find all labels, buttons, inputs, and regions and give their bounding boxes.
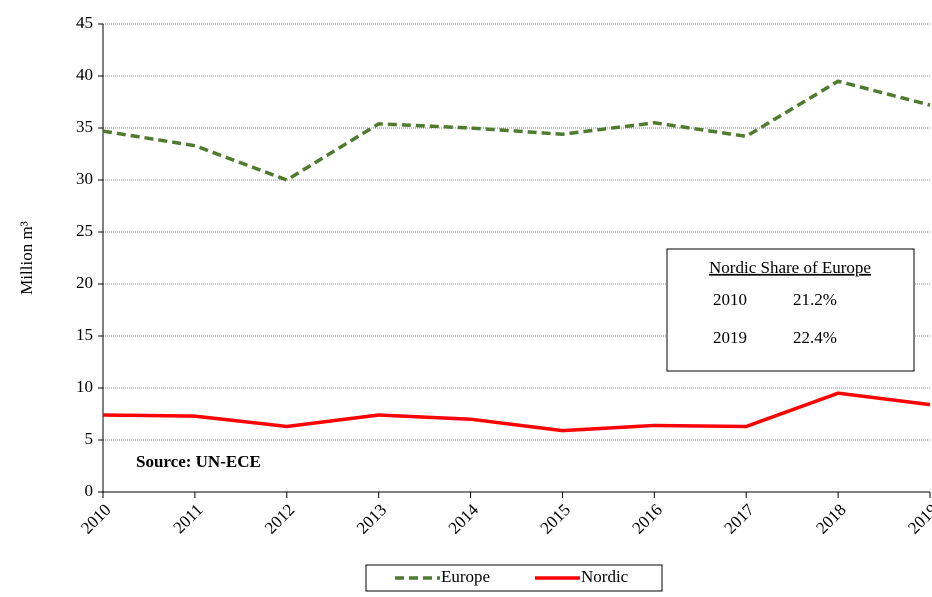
x-tick-label: 2019 bbox=[904, 500, 932, 537]
x-tick-label: 2016 bbox=[628, 500, 665, 537]
inset-cell: 21.2% bbox=[793, 290, 837, 309]
x-tick-label: 2017 bbox=[720, 500, 758, 538]
y-tick-label: 15 bbox=[76, 325, 93, 344]
y-tick-label: 5 bbox=[85, 429, 94, 448]
series-line bbox=[102, 391, 931, 433]
y-tick-label: 10 bbox=[76, 377, 93, 396]
y-tick-label: 20 bbox=[76, 273, 93, 292]
x-tick-label: 2012 bbox=[261, 500, 298, 537]
y-tick-label: 40 bbox=[76, 65, 93, 84]
y-tick-label: 30 bbox=[76, 169, 93, 188]
y-tick-label: 35 bbox=[76, 117, 93, 136]
inset-cell: 2019 bbox=[713, 328, 747, 347]
inset-box bbox=[666, 248, 915, 372]
series-line bbox=[102, 79, 931, 182]
y-tick-label: 25 bbox=[76, 221, 93, 240]
inset-cell: 2010 bbox=[713, 290, 747, 309]
x-tick-label: 2014 bbox=[445, 500, 483, 538]
x-tick-label: 2011 bbox=[169, 500, 206, 537]
source-note: Source: UN-ECE bbox=[136, 452, 261, 471]
x-tick-label: 2018 bbox=[812, 500, 849, 537]
x-tick-label: 2010 bbox=[77, 500, 114, 537]
y-axis-label: Million m³ bbox=[17, 221, 36, 295]
legend-label: Nordic bbox=[581, 567, 629, 586]
y-tick-label: 45 bbox=[76, 13, 93, 32]
legend-label: Europe bbox=[441, 567, 490, 586]
inset-title: Nordic Share of Europe bbox=[709, 258, 871, 277]
grid bbox=[103, 23, 930, 441]
x-tick-label: 2015 bbox=[537, 500, 574, 537]
x-tick-label: 2013 bbox=[353, 500, 390, 537]
inset-cell: 22.4% bbox=[793, 328, 837, 347]
y-tick-label: 0 bbox=[85, 481, 94, 500]
